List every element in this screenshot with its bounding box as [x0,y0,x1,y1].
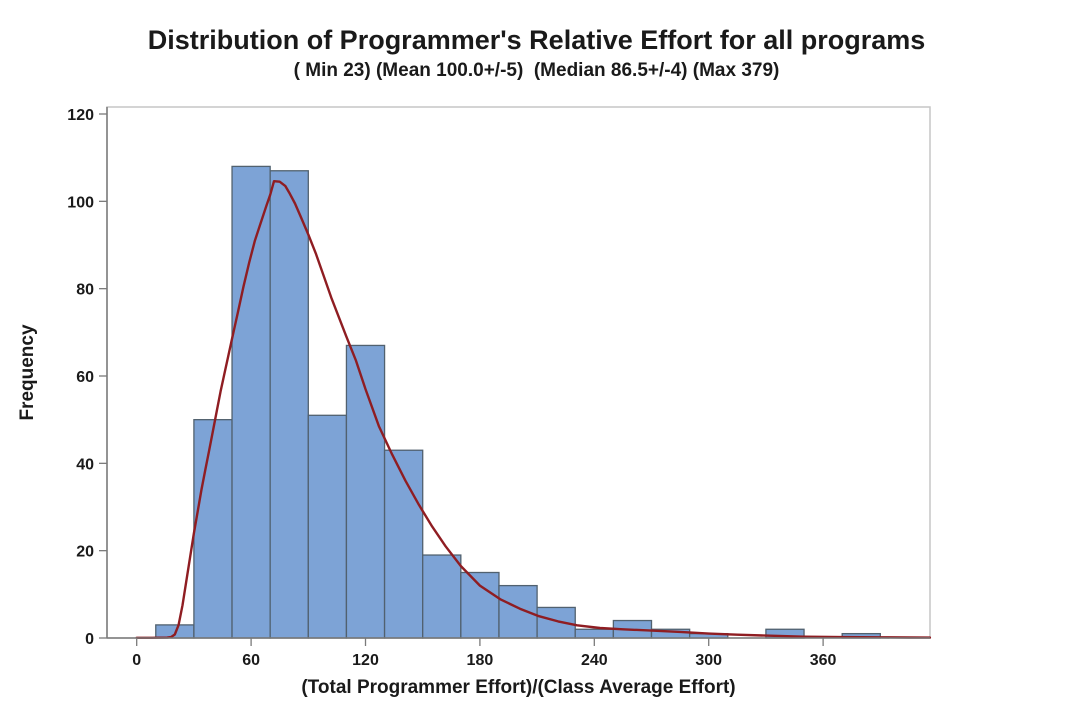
x-tick-label: 120 [352,652,379,669]
chart-title: Distribution of Programmer's Relative Ef… [147,25,926,55]
histogram-bar [422,554,462,639]
x-axis-title: (Total Programmer Effort)/(Class Average… [301,677,735,698]
x-axis-ticks: 0 60 120 180 240 300 360 [132,638,837,669]
y-tick-label: 120 [67,107,94,124]
x-tick-label: 240 [581,652,608,669]
histogram-bar [345,344,386,639]
fit-curve [135,180,932,639]
histogram-bar [498,584,538,639]
histogram-bar [231,165,271,639]
y-tick-label: 20 [76,544,94,561]
chart-subtitle: ( Min 23) (Mean 100.0+/-5) (Median 86.5+… [293,60,780,81]
x-tick-label: 180 [467,652,494,669]
x-tick-label: 360 [810,652,837,669]
histogram-bar [193,419,233,639]
histogram-bar [460,571,500,639]
y-axis-ticks: 0 20 40 60 80 100 120 [67,107,107,648]
y-tick-label: 60 [76,369,94,386]
histogram-bar [574,628,615,639]
x-tick-label: 0 [132,652,141,669]
y-tick-label: 40 [76,456,94,473]
y-tick-label: 0 [85,631,94,648]
histogram-bar [269,170,309,639]
histogram-bar [307,414,348,639]
x-tick-label: 300 [695,652,722,669]
histogram-bar [536,606,576,639]
y-axis-title: Frequency [17,324,38,421]
y-tick-label: 80 [76,282,94,299]
x-tick-label: 60 [242,652,260,669]
y-tick-label: 100 [67,194,94,211]
histogram-bars [155,165,881,639]
